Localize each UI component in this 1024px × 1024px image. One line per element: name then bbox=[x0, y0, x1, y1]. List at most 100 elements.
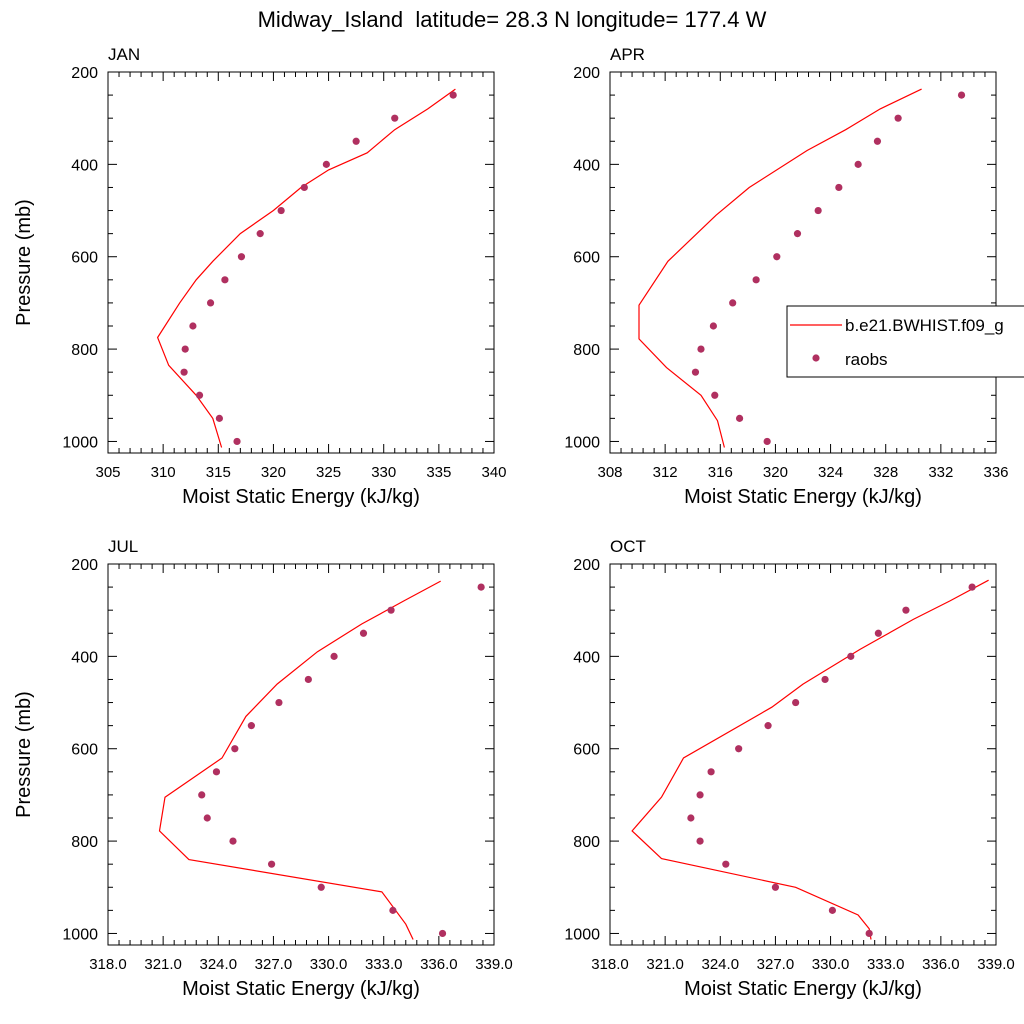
y-tick-label: 1000 bbox=[564, 434, 600, 451]
raobs-point bbox=[968, 583, 976, 591]
raobs-point bbox=[387, 606, 395, 614]
raobs-point bbox=[854, 160, 862, 168]
x-axis-title: Moist Static Energy (kJ/kg) bbox=[684, 486, 922, 508]
panel-jan: JAN 305 310 315 320 325 330 335 340 200 400 600 800 1… bbox=[13, 45, 507, 508]
raobs-point bbox=[215, 414, 223, 422]
figure-title: Midway_Island latitude= 28.3 N longitude… bbox=[258, 7, 767, 32]
raobs-point bbox=[304, 675, 312, 684]
x-tick-label: 320 bbox=[261, 464, 286, 481]
raobs-point bbox=[894, 114, 902, 122]
x-tick-label: 324.0 bbox=[702, 956, 740, 973]
x-tick-label: 330.0 bbox=[812, 956, 850, 973]
raobs-point bbox=[793, 230, 802, 238]
x-tick-label: 328 bbox=[873, 464, 898, 481]
raobs-point bbox=[267, 860, 276, 868]
raobs-point bbox=[711, 391, 719, 399]
raobs-point bbox=[697, 345, 705, 353]
y-tick-label: 200 bbox=[71, 557, 98, 574]
y-tick-label: 600 bbox=[71, 250, 98, 267]
raobs-point bbox=[391, 114, 399, 122]
y-tick-label: 400 bbox=[71, 649, 98, 666]
raobs-point bbox=[277, 206, 285, 215]
x-tick-label: 340 bbox=[481, 464, 506, 481]
y-tick-label: 400 bbox=[573, 649, 600, 666]
raobs-point bbox=[198, 791, 206, 799]
raobs-point bbox=[691, 368, 700, 376]
raobs-point bbox=[330, 652, 338, 660]
raobs-point bbox=[874, 629, 882, 637]
raobs-point bbox=[763, 437, 771, 446]
raobs-point bbox=[322, 160, 330, 168]
x-tick-label: 316 bbox=[708, 464, 733, 481]
raobs-point bbox=[828, 906, 837, 914]
y-tick-label: 800 bbox=[573, 834, 600, 851]
raobs-point bbox=[477, 583, 485, 591]
raobs-point bbox=[902, 606, 910, 614]
x-axis-title: Moist Static Energy (kJ/kg) bbox=[684, 978, 922, 1000]
raobs-point bbox=[873, 137, 882, 145]
x-tick-label: 336.0 bbox=[922, 956, 960, 973]
y-tick-label: 800 bbox=[71, 342, 98, 359]
raobs-point bbox=[300, 183, 308, 192]
panel-label: JUL bbox=[108, 537, 138, 556]
raobs-point bbox=[752, 276, 760, 284]
y-tick-label: 200 bbox=[573, 65, 600, 82]
raobs-point bbox=[237, 253, 246, 261]
raobs-point bbox=[181, 345, 189, 353]
y-axis-title: Pressure (mb) bbox=[13, 199, 35, 326]
panel-label: APR bbox=[610, 45, 645, 64]
raobs-point bbox=[835, 183, 843, 192]
raobs-point bbox=[735, 745, 743, 753]
y-tick-label: 1000 bbox=[564, 926, 600, 943]
x-tick-label: 308 bbox=[597, 464, 622, 481]
x-tick-label: 336.0 bbox=[420, 956, 458, 973]
x-tick-label: 325 bbox=[316, 464, 341, 481]
series-line-model bbox=[156, 88, 456, 448]
y-axis-title: Pressure (mb) bbox=[13, 691, 35, 818]
x-tick-label: 318.0 bbox=[591, 956, 629, 973]
raobs-point bbox=[212, 768, 221, 776]
x-tick-label: 332 bbox=[928, 464, 953, 481]
x-tick-label: 333.0 bbox=[365, 956, 403, 973]
raobs-point bbox=[203, 814, 211, 822]
x-axis-title: Moist Static Energy (kJ/kg) bbox=[182, 486, 420, 508]
x-tick-label: 327.0 bbox=[255, 956, 293, 973]
x-tick-label: 318.0 bbox=[89, 956, 127, 973]
raobs-point bbox=[189, 322, 197, 330]
x-tick-label: 320 bbox=[763, 464, 788, 481]
x-tick-label: 335 bbox=[426, 464, 451, 481]
raobs-point bbox=[359, 629, 368, 637]
x-tick-label: 321.0 bbox=[144, 956, 182, 973]
x-tick-label: 324.0 bbox=[200, 956, 238, 973]
raobs-point bbox=[256, 230, 264, 238]
raobs-point bbox=[195, 391, 204, 399]
raobs-point bbox=[957, 91, 966, 99]
raobs-point bbox=[438, 929, 447, 938]
raobs-point bbox=[735, 414, 744, 422]
y-tick-label: 1000 bbox=[62, 434, 98, 451]
raobs-point bbox=[696, 791, 704, 799]
raobs-point bbox=[317, 883, 325, 891]
y-tick-label: 800 bbox=[573, 342, 600, 359]
y-tick-label: 200 bbox=[71, 65, 98, 82]
raobs-point bbox=[814, 206, 822, 215]
legend-label-raobs: raobs bbox=[845, 350, 888, 369]
raobs-point bbox=[865, 929, 873, 938]
raobs-point bbox=[352, 137, 360, 145]
raobs-point bbox=[231, 745, 239, 753]
plot-frame bbox=[107, 563, 495, 946]
raobs-point bbox=[229, 837, 237, 845]
legend-box bbox=[786, 305, 1024, 378]
plot-frame bbox=[609, 71, 997, 454]
raobs-point bbox=[771, 883, 780, 891]
x-tick-label: 339.0 bbox=[977, 956, 1015, 973]
x-tick-label: 321.0 bbox=[646, 956, 684, 973]
raobs-point bbox=[792, 698, 800, 707]
series-line-model bbox=[638, 88, 922, 448]
raobs-point bbox=[687, 814, 695, 822]
y-tick-label: 600 bbox=[573, 250, 600, 267]
raobs-point bbox=[275, 698, 283, 707]
x-tick-label: 339.0 bbox=[475, 956, 513, 973]
plot-frame bbox=[107, 71, 495, 454]
